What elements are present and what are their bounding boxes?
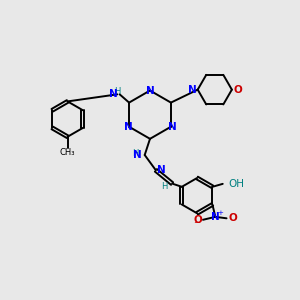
Text: H: H [114, 87, 121, 96]
Text: N: N [109, 89, 117, 99]
Text: N: N [211, 212, 220, 222]
Text: N: N [188, 85, 197, 94]
Text: O: O [233, 85, 242, 94]
Text: OH: OH [228, 179, 244, 189]
Text: H: H [161, 182, 167, 191]
Text: N: N [133, 150, 142, 160]
Text: H: H [132, 149, 139, 158]
Text: O: O [193, 215, 202, 225]
Text: N: N [168, 122, 176, 132]
Text: N: N [146, 85, 154, 95]
Text: +: + [218, 210, 224, 216]
Text: CH₃: CH₃ [60, 148, 75, 157]
Text: N: N [158, 165, 166, 175]
Text: N: N [124, 122, 132, 132]
Text: O: O [228, 213, 237, 223]
Text: −: − [193, 218, 200, 227]
